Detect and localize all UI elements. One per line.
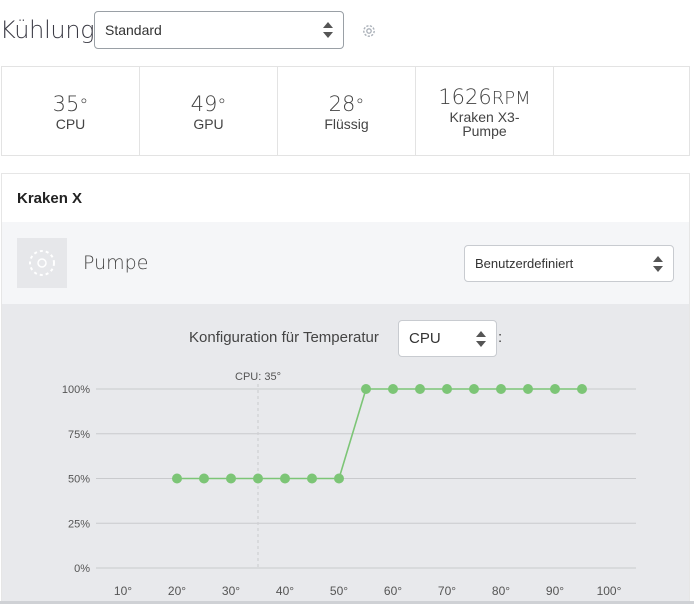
select-arrows-icon xyxy=(476,330,486,347)
device-name: Kraken X xyxy=(17,190,83,207)
x-tick-label: 50° xyxy=(330,584,348,598)
stat-unit: RPM xyxy=(491,88,531,109)
curve-point[interactable] xyxy=(415,384,425,394)
y-tick-label: 50% xyxy=(68,474,90,486)
gear-icon[interactable] xyxy=(361,23,377,39)
x-tick-label: 40° xyxy=(276,584,294,598)
config-colon: : xyxy=(498,329,503,346)
stat-label: Kraken X3- Pumpe xyxy=(449,109,520,139)
stat-unit: ° xyxy=(79,95,89,116)
stat-label: Flüssig xyxy=(324,116,369,132)
select-arrows-icon xyxy=(653,255,663,272)
stats-panel: 35° CPU 49° GPU 28° Flüssig 1626RPM Krak… xyxy=(1,66,690,156)
y-tick-label: 100% xyxy=(62,384,90,396)
stat-value: 28 xyxy=(328,92,356,116)
curve-line xyxy=(177,388,582,480)
temperature-source-select[interactable]: CPU xyxy=(398,320,497,357)
curve-point[interactable] xyxy=(577,384,587,394)
profile-select[interactable]: Standard xyxy=(94,11,344,49)
stat-empty xyxy=(554,67,689,155)
stat-unit: ° xyxy=(217,95,227,116)
curve-point[interactable] xyxy=(550,384,560,394)
curve-point[interactable] xyxy=(523,384,533,394)
y-tick-label: 0% xyxy=(74,563,90,575)
stat-value: 1626 xyxy=(438,85,492,109)
curve-point[interactable] xyxy=(307,473,317,484)
x-tick-label: 100° xyxy=(597,584,622,598)
x-tick-label: 10° xyxy=(114,584,132,598)
stat-pump: 1626RPM Kraken X3- Pumpe xyxy=(416,67,554,155)
x-tick-label: 30° xyxy=(222,584,240,598)
curve-point[interactable] xyxy=(280,473,290,484)
stat-liquid: 28° Flüssig xyxy=(278,67,416,155)
stat-label: GPU xyxy=(193,116,224,132)
stat-unit: ° xyxy=(355,95,365,116)
curve-point[interactable] xyxy=(388,384,398,394)
stat-cpu: 35° CPU xyxy=(2,67,140,155)
curve-point[interactable] xyxy=(496,384,506,394)
curve-point[interactable] xyxy=(442,384,452,394)
fan-curve-chart[interactable]: 0% 25% 50% 75% 100% 10° 20° 30° 40° 50° 60° 70° 80° 9… xyxy=(0,360,694,604)
curve-point[interactable] xyxy=(469,384,479,394)
profile-select-value: Standard xyxy=(105,22,162,38)
mode-select[interactable]: Benutzerdefiniert xyxy=(464,245,674,282)
x-tick-label: 80° xyxy=(492,584,510,598)
x-tick-label: 90° xyxy=(546,584,564,598)
y-tick-label: 75% xyxy=(68,429,90,441)
pump-icon xyxy=(17,238,67,288)
curve-point[interactable] xyxy=(199,473,209,484)
curve-config-area xyxy=(2,304,689,604)
curve-point[interactable] xyxy=(226,473,236,484)
select-arrows-icon xyxy=(323,22,333,38)
stat-gpu: 49° GPU xyxy=(140,67,278,155)
source-select-value: CPU xyxy=(409,330,441,347)
current-temp-label: CPU: 35° xyxy=(235,371,281,383)
curve-point[interactable] xyxy=(253,473,263,484)
component-label: Pumpe xyxy=(83,252,149,274)
curve-point[interactable] xyxy=(172,473,182,484)
mode-select-value: Benutzerdefiniert xyxy=(475,256,574,271)
config-label: Konfiguration für Temperatur xyxy=(189,329,379,346)
stat-value: 49 xyxy=(190,92,218,116)
stat-value: 35 xyxy=(52,92,80,116)
bottom-divider xyxy=(0,601,694,604)
stat-label: CPU xyxy=(55,116,86,132)
x-tick-label: 60° xyxy=(384,584,402,598)
x-tick-label: 70° xyxy=(438,584,456,598)
page-title: Kühlung xyxy=(0,16,95,44)
x-tick-label: 20° xyxy=(168,584,186,598)
curve-point[interactable] xyxy=(334,473,344,484)
curve-point[interactable] xyxy=(361,384,371,394)
y-tick-label: 25% xyxy=(68,518,90,530)
